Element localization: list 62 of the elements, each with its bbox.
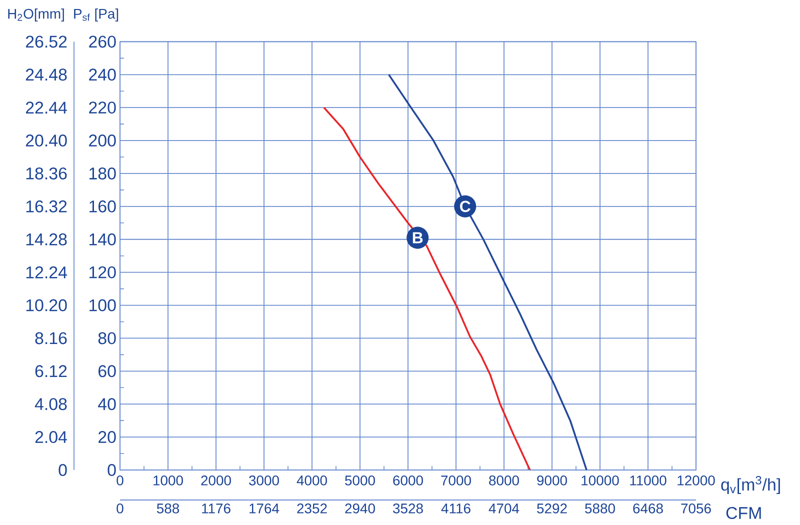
x2-tick-label: 2940 (345, 504, 375, 514)
y-tick-label: 60 (98, 365, 116, 378)
x-tick-label: 10000 (582, 476, 619, 486)
x2-tick-label: 4116 (441, 504, 470, 514)
y-tick-label: 100 (90, 299, 116, 312)
y2-tick-label: 20.40 (26, 134, 67, 147)
y2-tick-label: 4.08 (34, 398, 67, 410)
y2-tick-label: 24.48 (26, 68, 67, 81)
x-tick-label: 7000 (441, 476, 471, 486)
annotation: B (412, 232, 423, 244)
x-tick-label: 9000 (537, 476, 567, 486)
x-axis-title: q$_{v}$[m$^{3}$/h] (721, 476, 780, 494)
x-tick-label: 3000 (249, 476, 279, 486)
y-tick-label: 40 (98, 398, 116, 410)
y-tick-label: 240 (89, 68, 116, 81)
y2-tick-label: 18.36 (26, 167, 67, 180)
annotation: C (460, 200, 470, 212)
y2-tick-label: 26.52 (26, 36, 67, 48)
x2-tick-label: 4704 (488, 504, 520, 514)
y-tick-label: 0 (108, 464, 116, 476)
x2-tick-label: 588 (156, 504, 180, 514)
y-tick-label: 260 (89, 36, 116, 48)
y-tick-label: 200 (89, 134, 116, 147)
y2-tick-label: 6.12 (35, 365, 67, 378)
x2-tick-label: 1176 (202, 504, 230, 514)
y-tick-label: 160 (90, 200, 116, 212)
y2-tick-label: 16.32 (26, 200, 67, 212)
y-tick-label: 120 (90, 266, 116, 278)
y-axis-title: P$_{sf}$ [Pa] (74, 8, 118, 22)
y2-tick-label: 8.16 (35, 332, 67, 344)
y2-tick-label: 0 (58, 464, 67, 476)
y2-tick-label: 14.28 (26, 233, 67, 246)
x2-tick-label: 5880 (585, 504, 615, 514)
x-tick-label: 2000 (201, 476, 231, 486)
y-tick-label: 180 (90, 167, 116, 180)
y-tick-label: 220 (89, 102, 116, 114)
y2-tick-label: 22.44 (26, 102, 67, 114)
x2-tick-label: 7056 (681, 504, 711, 514)
x-tick-label: 11000 (630, 476, 666, 486)
y2-tick-label: 12.24 (26, 266, 67, 278)
x-tick-label: 5000 (345, 476, 375, 486)
y2-tick-label: 2.04 (35, 431, 67, 444)
x-tick-label: 8000 (489, 476, 519, 486)
y-tick-label: 20 (98, 431, 116, 444)
y-tick-label: 80 (98, 332, 116, 344)
x2-tick-label: 5292 (537, 504, 567, 514)
x2-tick-label: 3528 (393, 504, 423, 514)
x-tick-label: 1000 (154, 476, 183, 486)
x2-tick-label: 0 (116, 504, 124, 514)
y2-axis-title: H$_{2}$O[mm] (8, 8, 64, 22)
line-series (323, 106, 531, 471)
y-tick-label: 140 (90, 233, 116, 246)
x-tick-label: 0 (116, 476, 124, 486)
x-tick-label: 6000 (393, 476, 423, 486)
line-series (388, 74, 588, 471)
x2-axis-title: CFM (726, 507, 761, 519)
x2-tick-label: 6468 (633, 504, 663, 514)
x2-tick-label: 1764 (250, 504, 280, 514)
y2-tick-label: 10.20 (26, 299, 67, 312)
x2-tick-label: 2352 (297, 504, 327, 514)
x-tick-label: 4000 (296, 476, 327, 486)
x-tick-label: 12000 (678, 476, 715, 486)
